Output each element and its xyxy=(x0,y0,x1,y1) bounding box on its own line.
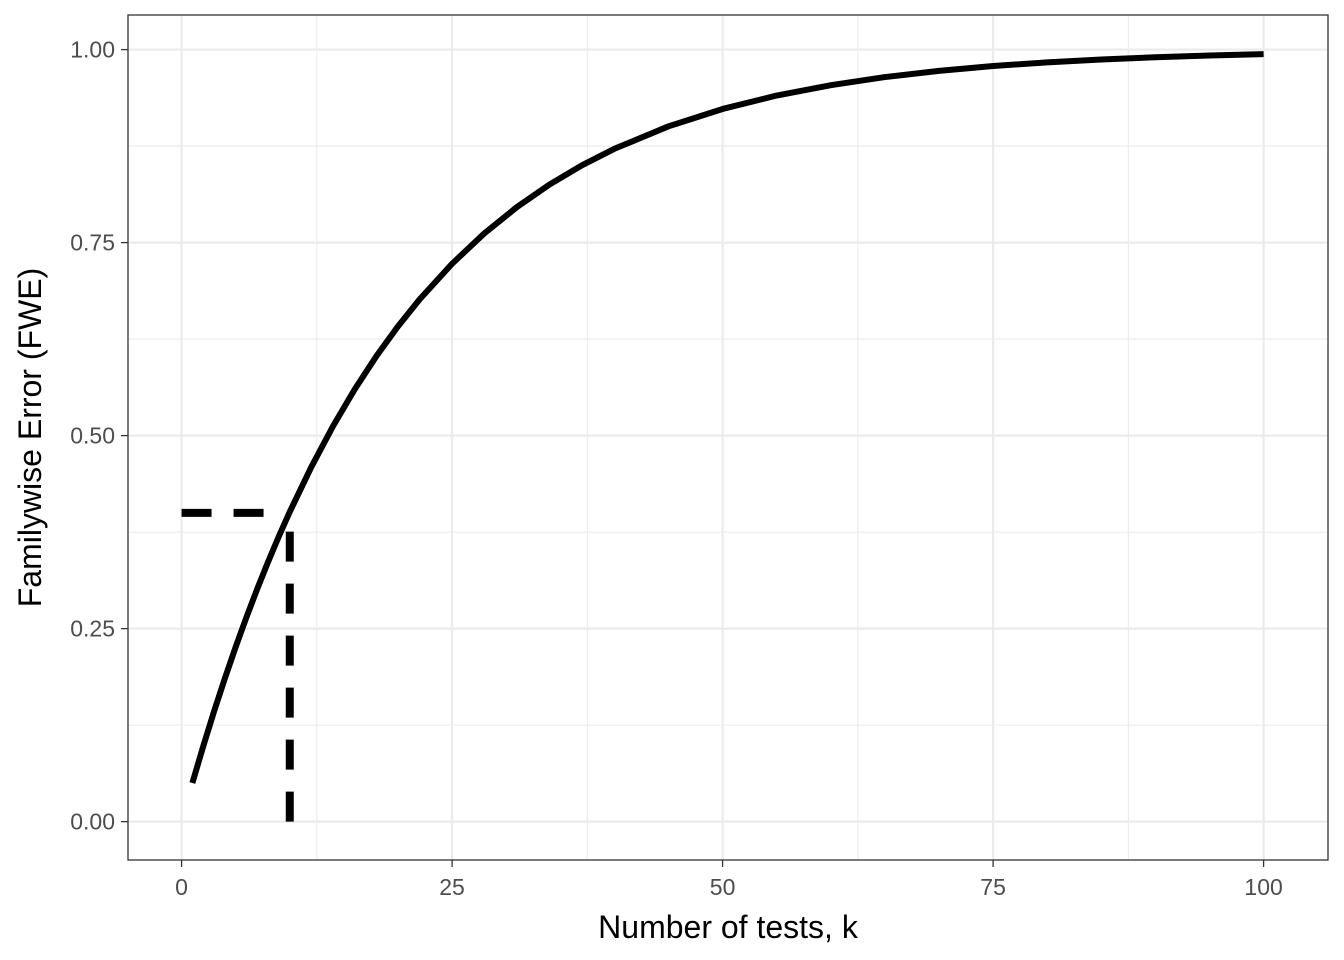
grid-lines xyxy=(128,15,1328,860)
y-tick-label: 0.25 xyxy=(70,616,115,642)
x-tick-label: 25 xyxy=(439,874,465,900)
y-tick-label: 0.75 xyxy=(70,230,115,256)
series-line-0 xyxy=(189,51,1264,784)
y-tick-label: 0.00 xyxy=(70,809,115,835)
data-layer xyxy=(181,51,1264,822)
y-axis-title: Familywise Error (FWE) xyxy=(12,268,48,608)
x-tick-label: 75 xyxy=(980,874,1006,900)
axis-ticks: 0 25 50 75 100 0.00 0.25 0.50 0.75 1.00 xyxy=(70,37,1283,900)
x-axis-title: Number of tests, k xyxy=(598,909,859,945)
y-tick-label: 1.00 xyxy=(70,37,115,63)
panel-border xyxy=(127,14,1329,861)
y-tick-label: 0.50 xyxy=(70,423,115,449)
x-tick-label: 0 xyxy=(175,874,188,900)
x-tick-label: 100 xyxy=(1244,874,1282,900)
x-tick-label: 50 xyxy=(710,874,736,900)
